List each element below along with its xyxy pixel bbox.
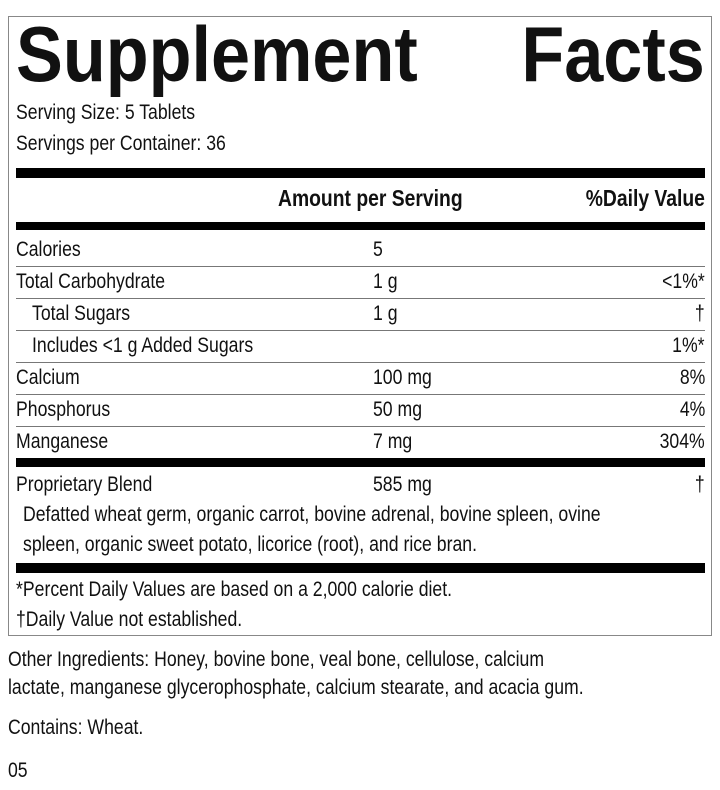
divider-thick [16,168,705,178]
footnote-dagger: †Daily Value not established. [16,608,243,631]
nutrient-amount: 5 [373,238,383,261]
blend-ingredients-line1: Defatted wheat germ, organic carrot, bov… [23,503,601,526]
title-supplement: Supplement [16,10,418,98]
header-daily-value: %Daily Value [585,185,705,211]
nutrient-amount: 7 mg [373,430,413,453]
title-facts: Facts [521,10,705,98]
nutrient-amount: 1 g [373,302,398,325]
serving-size: Serving Size: 5 Tablets [16,101,196,124]
nutrient-amount: 100 mg [373,366,432,389]
nutrient-daily-value: 4% [679,398,705,421]
blend-ingredients-line2: spleen, organic sweet potato, licorice (… [23,533,477,556]
nutrient-daily-value: <1%* [662,270,705,293]
nutrient-amount: 50 mg [373,398,423,421]
nutrient-daily-value: 1%* [672,334,705,357]
nutrient-amount: 1 g [373,270,398,293]
blend-amount: 585 mg [373,473,432,496]
nutrient-name: Calcium [16,366,80,389]
supplement-facts-panel [8,16,712,636]
nutrient-name: Phosphorus [16,398,111,421]
row-divider [16,426,705,427]
blend-name: Proprietary Blend [16,473,153,496]
divider-thick [16,458,705,467]
divider-thick [16,563,705,573]
servings-per-container: Servings per Container: 36 [16,132,226,155]
divider-thick [16,222,705,230]
blend-dv: † [695,473,705,496]
row-divider [16,362,705,363]
contains-allergen: Contains: Wheat. [8,716,144,739]
nutrient-name: Includes <1 g Added Sugars [32,334,254,357]
row-divider [16,330,705,331]
row-divider [16,266,705,267]
nutrient-daily-value: 8% [679,366,705,389]
nutrient-name: Total Sugars [32,302,131,325]
product-code: 05 [8,759,28,782]
nutrient-name: Calories [16,238,81,261]
other-ingredients-line2: lactate, manganese glycerophosphate, cal… [8,676,584,699]
other-ingredients-line1: Other Ingredients: Honey, bovine bone, v… [8,648,545,671]
nutrient-name: Manganese [16,430,109,453]
nutrient-daily-value: 304% [659,430,705,453]
row-divider [16,298,705,299]
header-amount: Amount per Serving [278,185,463,211]
nutrient-name: Total Carbohydrate [16,270,166,293]
row-divider [16,394,705,395]
nutrient-daily-value: † [695,302,705,325]
footnote-percent-dv: *Percent Daily Values are based on a 2,0… [16,578,453,601]
